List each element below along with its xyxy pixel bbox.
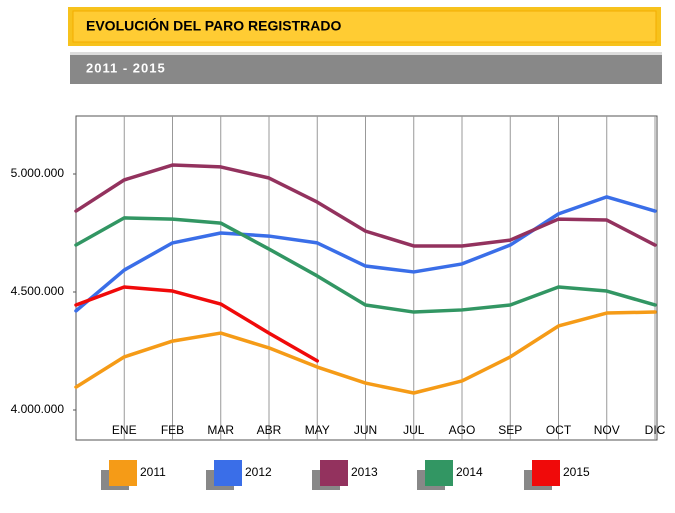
x-tick-label: OCT: [546, 423, 572, 437]
y-tick-label: 4.500.000: [11, 284, 65, 298]
legend-swatch: [532, 460, 560, 486]
y-tick-label: 5.000.000: [11, 166, 65, 180]
legend-swatch: [425, 460, 453, 486]
legend-label: 2013: [351, 465, 378, 479]
series-line: [74, 163, 657, 248]
x-tick-label: SEP: [498, 423, 522, 437]
plot-frame: [75, 115, 658, 441]
legend-label: 2011: [140, 465, 166, 479]
x-tick-label: JUN: [354, 423, 377, 437]
title-inner: [72, 10, 657, 43]
x-tick-label: ENE: [112, 423, 137, 437]
x-tick-label: JUL: [403, 423, 425, 437]
x-tick-label: MAY: [305, 423, 330, 437]
x-tick-label: FEB: [161, 423, 184, 437]
x-tick-label: ABR: [257, 423, 282, 437]
series-line: [74, 195, 657, 313]
legend-label: 2015: [563, 465, 590, 479]
series-line: [74, 285, 319, 363]
legend-swatch: [109, 460, 137, 486]
series-line: [74, 310, 657, 395]
legend-label: 2012: [245, 465, 272, 479]
subtitle-box: [70, 52, 662, 84]
x-tick-label: NOV: [594, 423, 620, 437]
subtitle-border: [70, 52, 662, 55]
subtitle: 2011 - 2015: [86, 60, 166, 75]
x-tick-label: AGO: [449, 423, 476, 437]
series-line: [74, 216, 657, 314]
x-tick-label: MAR: [207, 423, 234, 437]
legend-label: 2014: [456, 465, 483, 479]
y-tick-label: 4.000.000: [11, 402, 65, 416]
legend-swatch: [214, 460, 242, 486]
title: EVOLUCIÓN DEL PARO REGISTRADO: [86, 17, 342, 34]
x-tick-label: DIC: [645, 423, 666, 437]
legend-swatch: [320, 460, 348, 486]
